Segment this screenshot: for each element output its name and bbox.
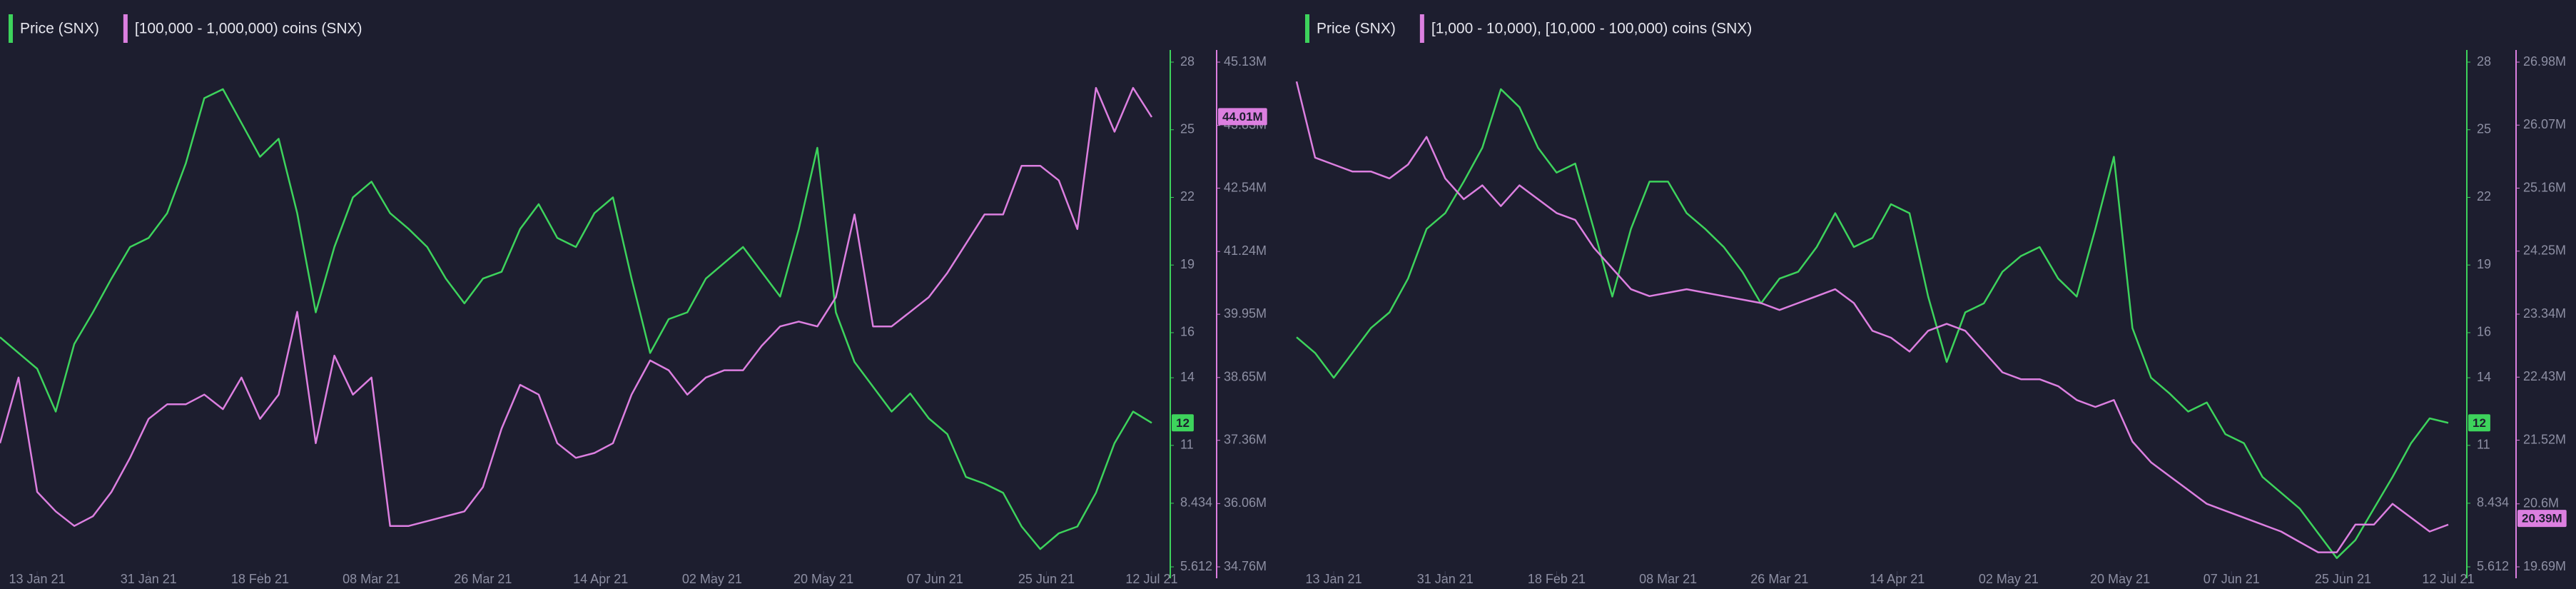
x-tick-label: 07 Jun 21	[907, 572, 963, 586]
x-tick-label: 31 Jan 21	[121, 572, 177, 586]
x-tick-label: 26 Mar 21	[1750, 572, 1808, 586]
y-tick-label: 5.612	[1180, 559, 1212, 573]
y2-tick-label: 21.52M	[2523, 432, 2566, 446]
x-tick-label: 08 Mar 21	[343, 572, 400, 586]
x-tick-label: 13 Jan 21	[1306, 572, 1362, 586]
y-tick-label: 16	[1180, 325, 1195, 339]
y2-tick-label: 20.6M	[2523, 495, 2559, 510]
y2-tick-label: 34.76M	[1224, 559, 1267, 573]
series-line	[0, 88, 1152, 550]
x-tick-label: 14 Apr 21	[573, 572, 628, 586]
x-tick-label: 18 Feb 21	[1528, 572, 1586, 586]
legend-swatch	[1419, 14, 1424, 43]
legend-swatch	[9, 14, 13, 43]
x-tick-label: 20 May 21	[2090, 572, 2150, 586]
x-tick-label: 07 Jun 21	[2204, 572, 2260, 586]
y-tick-label: 19	[2477, 257, 2491, 271]
y-tick-label: 11	[2477, 438, 2490, 452]
y-tick-label: 25	[2477, 121, 2491, 136]
y-tick-label: 8.434	[2477, 495, 2509, 510]
legend-label: Price (SNX)	[20, 21, 99, 37]
legend-label: Price (SNX)	[1317, 21, 1396, 37]
y2-tick-label: 38.65M	[1224, 370, 1267, 384]
y2-tick-label: 19.69M	[2523, 559, 2566, 573]
series-line	[0, 86, 1153, 527]
value-badge	[1218, 108, 1267, 126]
value-badge	[1172, 414, 1194, 432]
x-tick-label: 08 Mar 21	[1639, 572, 1697, 586]
value-badge	[2468, 414, 2490, 432]
legend-label: [100,000 - 1,000,000) coins (SNX)	[135, 21, 362, 37]
value-badge	[2517, 510, 2567, 528]
y2-tick-label: 23.34M	[2523, 306, 2566, 321]
y-tick-label: 19	[1180, 257, 1195, 271]
y2-tick-label: 22.43M	[2523, 369, 2566, 383]
x-tick-label: 02 May 21	[1979, 572, 2039, 586]
x-tick-label: 13 Jan 21	[9, 572, 66, 586]
series-line	[1296, 88, 2449, 559]
y2-tick-label: 26.98M	[2523, 54, 2566, 69]
y-tick-label: 11	[1180, 438, 1194, 452]
y2-tick-label: 24.25M	[2523, 243, 2566, 258]
x-tick-label: 02 May 21	[682, 572, 742, 586]
y-tick-label: 25	[1180, 121, 1195, 136]
y-tick-label: 14	[1180, 370, 1195, 384]
x-tick-label: 12 Jul 21	[1125, 572, 1177, 586]
x-tick-label: 25 Jun 21	[2315, 572, 2371, 586]
x-tick-label: 18 Feb 21	[231, 572, 289, 586]
y-tick-label: 16	[2477, 325, 2491, 339]
y-tick-label: 8.434	[1180, 495, 1212, 510]
y-tick-label: 28	[1180, 54, 1195, 69]
y2-tick-label: 25.16M	[2523, 180, 2566, 194]
y2-tick-label: 45.13M	[1224, 54, 1267, 69]
value-badge-label: 12	[1176, 416, 1190, 430]
x-tick-label: 20 May 21	[793, 572, 853, 586]
value-badge-label: 12	[2473, 416, 2486, 430]
x-tick-label: 14 Apr 21	[1870, 572, 1925, 586]
series-line	[1295, 81, 2449, 553]
y-tick-label: 28	[2477, 54, 2491, 69]
y2-tick-label: 36.06M	[1224, 495, 1267, 510]
y2-tick-label: 26.07M	[2523, 117, 2566, 131]
legend-swatch	[1305, 14, 1309, 43]
legend-swatch	[123, 14, 128, 43]
y2-tick-label: 39.95M	[1224, 306, 1267, 321]
y2-tick-label: 37.36M	[1224, 432, 1267, 446]
y-tick-label: 14	[2477, 370, 2491, 384]
y-tick-label: 22	[1180, 189, 1195, 203]
x-tick-label: 12 Jul 21	[2422, 572, 2474, 586]
y2-tick-label: 42.54M	[1224, 180, 1267, 194]
y-tick-label: 22	[2477, 189, 2491, 203]
x-tick-label: 31 Jan 21	[1417, 572, 1474, 586]
value-badge-label: 20.39M	[2522, 512, 2562, 525]
y-tick-label: 5.612	[2477, 559, 2509, 573]
x-tick-label: 25 Jun 21	[1018, 572, 1075, 586]
x-tick-label: 26 Mar 21	[454, 572, 512, 586]
legend-label: [1,000 - 10,000), [10,000 - 100,000) coi…	[1431, 21, 1752, 37]
value-badge-label: 44.01M	[1222, 110, 1263, 124]
y2-tick-label: 41.24M	[1224, 243, 1267, 258]
